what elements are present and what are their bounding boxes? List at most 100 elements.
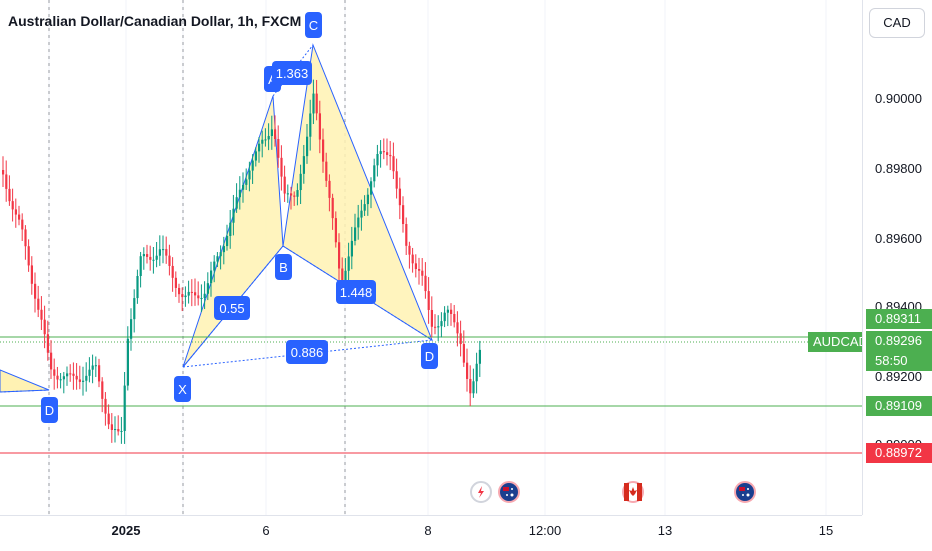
candle-body [184, 295, 187, 298]
point-x-label: X [174, 376, 191, 402]
candle-body [50, 352, 53, 370]
candle-body [395, 171, 398, 189]
candle-body [370, 181, 373, 195]
candle-body [478, 349, 481, 364]
candle-body [94, 365, 97, 367]
candle-body [366, 194, 369, 205]
candle-body [229, 222, 232, 236]
candle-body [203, 293, 206, 298]
candle-body [472, 381, 475, 394]
time-axis[interactable] [0, 515, 862, 551]
candle-body [411, 254, 414, 264]
candle-body [53, 369, 56, 376]
candle-body [152, 259, 155, 261]
candle-body [238, 189, 241, 198]
candle-body [328, 180, 331, 198]
candle-body [24, 229, 27, 247]
candle-body [322, 139, 325, 162]
candle-body [37, 298, 40, 310]
candle-body [46, 334, 49, 353]
candle-body [283, 176, 286, 194]
ratio-label-xb: 0.55 [214, 296, 250, 320]
candle-body [216, 256, 219, 262]
candle-body [360, 210, 363, 218]
symbol-title[interactable]: Australian Dollar/Canadian Dollar, 1h, F… [8, 13, 302, 29]
candle-body [450, 309, 453, 315]
candle-body [168, 255, 171, 266]
candle-body [446, 309, 449, 313]
candle-body [88, 369, 91, 376]
candle-body [142, 254, 145, 257]
candle-body [126, 338, 129, 386]
candle-body [194, 292, 197, 296]
svg-text:X: X [178, 382, 187, 397]
candle-body [443, 312, 446, 322]
candle-body [235, 197, 238, 209]
price-chart[interactable]: X A B C D D 1.363 0.55 1.448 0.886 [0, 0, 862, 515]
candle-body [363, 204, 366, 211]
candle-body [424, 275, 427, 292]
ratio-label-ac: 1.363 [272, 61, 312, 85]
candle-body [293, 195, 296, 197]
candle-body [11, 201, 14, 210]
candle-body [382, 151, 385, 153]
candle-body [117, 429, 120, 432]
canada-flag-icon[interactable] [622, 481, 644, 503]
candle-body [398, 188, 401, 206]
candle-body [408, 245, 411, 255]
lower-line-price-label[interactable]: 0.89109 [866, 396, 932, 416]
pattern-labels[interactable]: X A B C D D 1.363 0.55 1.448 0.886 [41, 12, 438, 423]
candle-body [296, 190, 299, 197]
candle-body [107, 413, 110, 425]
time-tick: 12:00 [528, 523, 562, 538]
lightning-event-icon[interactable] [470, 481, 492, 503]
candle-body [254, 151, 257, 161]
candle-body [133, 298, 136, 320]
candle-body [104, 398, 107, 414]
candle-body [114, 429, 117, 431]
upper-line-price-label[interactable]: 0.89311 [866, 309, 932, 329]
candle-body [280, 157, 283, 177]
candle-body [325, 161, 328, 181]
candle-body [165, 249, 168, 256]
candle-body [34, 283, 37, 299]
candle-body [120, 430, 123, 432]
candle-body [210, 270, 213, 284]
currency-button[interactable]: CAD [869, 8, 925, 38]
candle-body [286, 193, 289, 195]
candle-body [190, 291, 193, 293]
candle-body [270, 129, 273, 137]
candle-body [440, 321, 443, 327]
candle-body [341, 268, 344, 282]
candle-body [274, 129, 277, 140]
candle-body [261, 139, 264, 144]
symbol-price-tag[interactable]: AUDCAD [808, 332, 862, 352]
candle-body [331, 197, 334, 219]
candle-body [251, 160, 254, 171]
candle-body [91, 365, 94, 370]
red-line-price-label[interactable]: 0.88972 [866, 443, 932, 463]
candle-body [43, 319, 46, 335]
candle-body [78, 379, 81, 382]
chart-pane[interactable]: X A B C D D 1.363 0.55 1.448 0.886 Austr… [0, 0, 862, 515]
svg-text:B: B [279, 260, 288, 275]
candle-body [459, 333, 462, 345]
pattern-triangle-left [0, 369, 50, 393]
candle-body [213, 261, 216, 271]
harmonic-pattern[interactable] [0, 43, 434, 393]
candle-body [232, 208, 235, 223]
candle-body [405, 224, 408, 246]
candle-body [40, 309, 43, 320]
price-axis[interactable] [862, 0, 932, 515]
vertical-markers [48, 0, 346, 515]
time-tick: 2025 [111, 523, 141, 538]
australia-flag-icon[interactable] [734, 481, 756, 503]
price-tick: 0.89800 [875, 161, 922, 176]
candle-body [290, 193, 293, 196]
candle-body [277, 139, 280, 158]
candle-body [306, 136, 309, 157]
australia-flag-icon[interactable] [498, 481, 520, 503]
candle-body [354, 227, 357, 241]
candle-body [197, 295, 200, 299]
candle-body [72, 373, 75, 376]
